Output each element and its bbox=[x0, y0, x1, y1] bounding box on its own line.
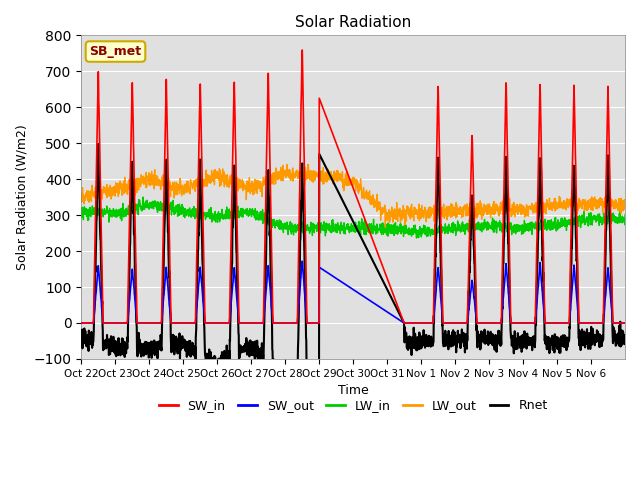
LW_in bbox=[132, 201, 140, 207]
LW_in bbox=[77, 207, 85, 213]
LW_in bbox=[413, 235, 420, 241]
SW_in bbox=[548, 320, 556, 326]
LW_out bbox=[132, 180, 140, 186]
Line: SW_in: SW_in bbox=[81, 50, 625, 323]
Rnet bbox=[95, 141, 102, 147]
Line: Rnet: Rnet bbox=[81, 144, 625, 387]
SW_out bbox=[614, 320, 621, 326]
LW_out bbox=[548, 205, 556, 211]
Rnet bbox=[77, 330, 85, 336]
SW_in bbox=[386, 283, 394, 288]
Rnet bbox=[308, 384, 316, 390]
Line: LW_out: LW_out bbox=[81, 165, 625, 227]
LW_out bbox=[77, 197, 85, 203]
SW_out bbox=[548, 320, 556, 326]
Title: Solar Radiation: Solar Radiation bbox=[295, 15, 412, 30]
LW_out bbox=[614, 202, 621, 208]
LW_out bbox=[249, 191, 257, 197]
LW_out bbox=[283, 162, 291, 168]
LW_in bbox=[140, 194, 147, 200]
Rnet bbox=[614, 333, 621, 339]
Rnet bbox=[517, 334, 525, 340]
LW_in bbox=[517, 226, 525, 231]
SW_out bbox=[249, 320, 257, 326]
Rnet bbox=[548, 336, 556, 342]
SW_out bbox=[298, 258, 306, 264]
SW_in bbox=[132, 249, 140, 254]
LW_in bbox=[548, 222, 556, 228]
SW_out bbox=[386, 311, 394, 316]
SW_out bbox=[621, 320, 629, 326]
LW_out bbox=[621, 197, 629, 203]
X-axis label: Time: Time bbox=[338, 384, 369, 397]
Rnet bbox=[621, 335, 629, 341]
LW_in bbox=[250, 211, 257, 217]
SW_in bbox=[298, 47, 306, 53]
Text: SB_met: SB_met bbox=[90, 45, 141, 58]
Rnet bbox=[250, 339, 257, 345]
LW_in bbox=[621, 212, 629, 218]
Line: LW_in: LW_in bbox=[81, 197, 625, 238]
SW_out bbox=[77, 320, 85, 326]
LW_in bbox=[386, 228, 394, 234]
SW_in bbox=[77, 320, 85, 326]
SW_in bbox=[621, 320, 629, 326]
SW_in bbox=[614, 320, 621, 326]
Legend: SW_in, SW_out, LW_in, LW_out, Rnet: SW_in, SW_out, LW_in, LW_out, Rnet bbox=[154, 395, 552, 418]
Rnet bbox=[387, 292, 394, 298]
LW_in bbox=[614, 216, 621, 221]
LW_out bbox=[387, 218, 394, 224]
SW_in bbox=[249, 320, 257, 326]
Y-axis label: Solar Radiation (W/m2): Solar Radiation (W/m2) bbox=[15, 124, 28, 270]
SW_out bbox=[517, 320, 525, 326]
SW_in bbox=[517, 320, 525, 326]
LW_out bbox=[517, 212, 525, 217]
Rnet bbox=[132, 292, 140, 298]
SW_out bbox=[132, 304, 140, 310]
Line: SW_out: SW_out bbox=[81, 261, 625, 323]
LW_out bbox=[381, 224, 389, 230]
